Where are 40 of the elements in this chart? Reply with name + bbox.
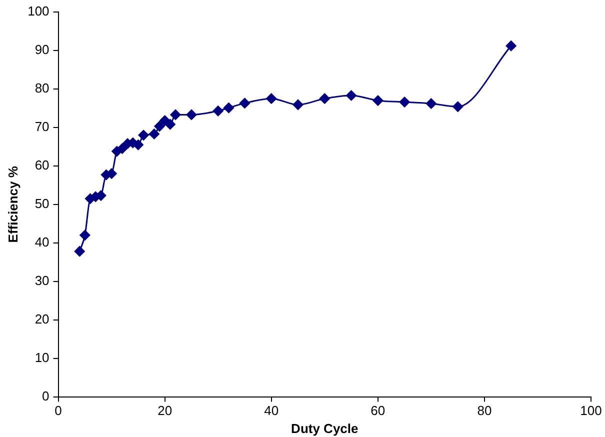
y-tick-label: 0 — [42, 388, 50, 404]
y-tick-label: 10 — [34, 350, 50, 365]
y-tick-label: 50 — [34, 196, 50, 211]
point — [372, 95, 384, 106]
point — [224, 102, 234, 114]
point — [452, 101, 464, 112]
point — [506, 40, 516, 52]
point — [212, 106, 224, 116]
point — [116, 143, 128, 154]
point — [292, 99, 304, 110]
y-tick-label: 90 — [34, 42, 50, 58]
point — [148, 128, 160, 140]
x-tick-label: 100 — [580, 403, 602, 418]
x-axis-title: Duty Cycle — [291, 420, 358, 436]
point — [266, 93, 277, 104]
point — [426, 98, 436, 109]
x-tick-label: 80 — [477, 403, 492, 418]
point — [80, 230, 90, 240]
y-tick-label: 100 — [28, 4, 50, 19]
y-tick-label: 80 — [34, 80, 50, 96]
y-axis-title: Efficiency % — [5, 166, 20, 243]
point — [74, 246, 85, 257]
point — [399, 96, 410, 108]
point — [319, 93, 330, 104]
point — [346, 90, 357, 101]
point — [170, 109, 181, 120]
y-tick-label: 70 — [34, 119, 50, 134]
x-tick-label: 20 — [158, 403, 172, 418]
y-tick-label: 60 — [34, 158, 50, 172]
x-tick-label: 0 — [54, 403, 62, 418]
point — [164, 119, 176, 130]
point — [186, 109, 197, 120]
y-tick-label: 40 — [34, 234, 50, 250]
y-tick-label: 30 — [34, 272, 50, 288]
x-tick-label: 40 — [264, 403, 279, 418]
point — [138, 130, 149, 140]
point — [154, 121, 165, 132]
x-tick-label: 60 — [370, 403, 386, 418]
y-tick-label: 20 — [34, 311, 50, 326]
point — [239, 98, 250, 108]
